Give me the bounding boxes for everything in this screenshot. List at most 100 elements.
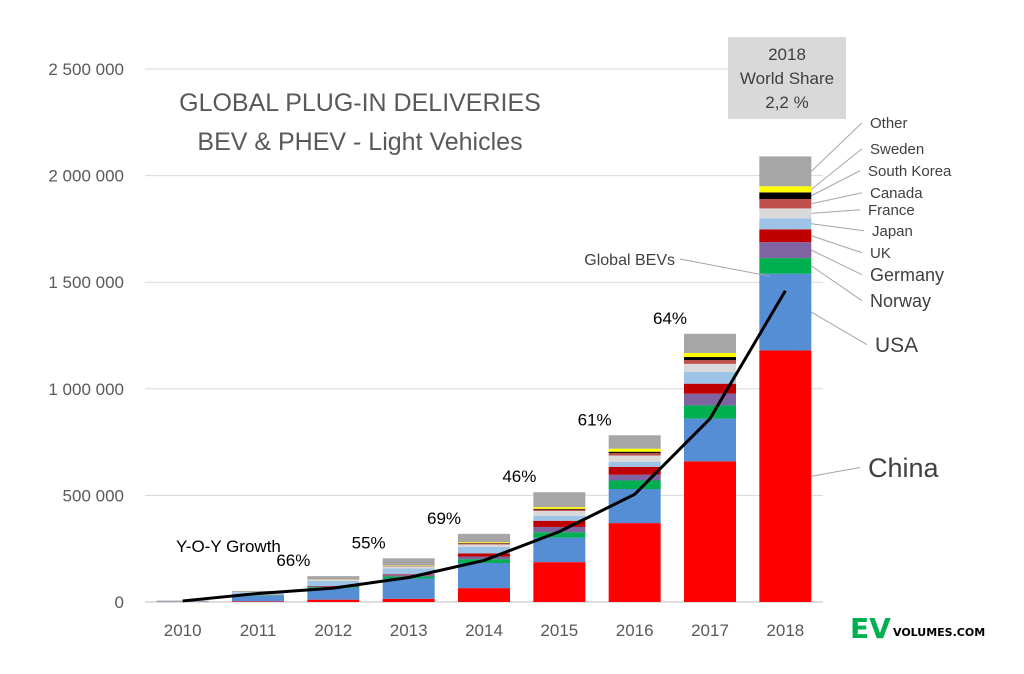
brand-logo: EV VOLUMES.COM (850, 612, 985, 645)
bar-norway-2017 (684, 405, 736, 419)
x-tick-label: 2014 (465, 621, 503, 640)
y-axis: 0 500 000 1 000 000 1 500 000 2 000 000 2 500… (48, 60, 124, 612)
bar-usa-2012 (307, 587, 360, 600)
bar-uk-2015 (533, 520, 586, 527)
bar-uk-2014 (458, 553, 510, 557)
bar-france-2015 (533, 510, 586, 516)
bar-china-2011 (232, 601, 284, 602)
y-tick-label: 500 000 (63, 486, 124, 505)
world-share-line-2: World Share (740, 69, 834, 88)
bar-stack-2015 (533, 492, 586, 602)
bar-south-korea-2018 (759, 192, 812, 200)
series-label-japan: Japan (872, 223, 913, 240)
global-bevs-line (182, 289, 787, 603)
series-label-south-korea: South Korea (868, 163, 952, 180)
bar-usa-2015 (533, 537, 586, 563)
growth-label-2017: 64% (653, 309, 687, 328)
bar-sweden-2017 (684, 352, 736, 358)
series-label-france: France (868, 202, 915, 219)
growth-label-2013: 55% (352, 533, 386, 552)
bar-usa-2017 (684, 418, 736, 462)
world-share-line-3: 2,2 % (765, 93, 808, 112)
bar-france-2016 (608, 455, 661, 462)
bar-other-2014 (458, 533, 510, 543)
bar-germany-2015 (533, 526, 586, 533)
bar-germany-2013 (382, 575, 435, 577)
leader-canada (811, 192, 863, 205)
bar-stack-2013 (382, 558, 435, 602)
x-tick-label: 2018 (766, 621, 804, 640)
y-tick-label: 0 (115, 593, 124, 612)
x-tick-label: 2017 (691, 621, 729, 640)
bar-canada-2015 (533, 509, 586, 511)
bar-stack-2016 (608, 435, 661, 602)
x-tick-label: 2013 (390, 621, 428, 640)
y-tick-label: 2 000 000 (48, 167, 124, 186)
x-tick-label: 2016 (616, 621, 654, 640)
chart-title-line-2: BEV & PHEV - Light Vehicles (197, 128, 522, 156)
bar-other-2013 (382, 558, 435, 566)
bar-china-2016 (608, 523, 661, 602)
y-tick-label: 2 500 000 (48, 60, 124, 79)
bar-uk-2017 (684, 383, 736, 394)
leader-germany (811, 249, 863, 276)
bar-stack-2018 (759, 156, 812, 602)
bar-france-2014 (458, 544, 510, 547)
global-bev-line-group: Global BEVs (182, 252, 787, 603)
series-label-usa: USA (875, 334, 918, 357)
leader-china (811, 467, 861, 477)
series-label-norway: Norway (870, 291, 931, 311)
growth-caption: Y-O-Y Growth (176, 537, 281, 556)
bar-china-2018 (759, 350, 812, 602)
x-axis: 2010 2011 2012 2013 2014 2015 2016 2017 2018 (164, 621, 804, 640)
bar-china-2013 (382, 598, 435, 602)
growth-label-2014: 69% (427, 509, 461, 528)
leader-south-korea (811, 170, 861, 197)
bar-china-2014 (458, 588, 510, 602)
brand-volumes: VOLUMES.COM (893, 626, 985, 639)
bar-norway-2018 (759, 258, 812, 274)
y-tick-label: 1 000 000 (48, 380, 124, 399)
world-share-box-background (728, 37, 846, 119)
bar-canada-2016 (608, 452, 661, 456)
bar-sweden-2018 (759, 186, 812, 193)
bar-other-2012 (307, 576, 360, 580)
series-label-canada: Canada (870, 185, 923, 202)
leader-usa (811, 311, 868, 346)
chart-title-line-1: GLOBAL PLUG-IN DELIVERIES (179, 89, 541, 117)
bar-canada-2017 (684, 360, 736, 364)
world-share-box: 2018 World Share 2,2 % (728, 37, 846, 119)
bar-south-korea-2016 (608, 451, 661, 453)
bar-japan-2016 (608, 461, 661, 467)
bar-germany-2014 (458, 556, 510, 560)
bar-canada-2014 (458, 543, 510, 545)
series-labels: China USA Norway Germany UK Japan FranceCanada… (810, 115, 952, 483)
bar-france-2012 (307, 579, 360, 581)
growth-label-2015: 46% (502, 467, 536, 486)
bar-japan-2013 (382, 568, 435, 575)
bar-south-korea-2017 (684, 357, 736, 361)
bar-sweden-2016 (608, 448, 661, 452)
bar-germany-2016 (608, 474, 661, 481)
bar-france-2018 (759, 208, 812, 219)
global-bevs-leader (679, 258, 771, 277)
bar-sweden-2014 (458, 542, 510, 544)
bar-norway-2015 (533, 532, 586, 538)
bar-sweden-2015 (533, 507, 586, 509)
bar-japan-2012 (307, 580, 360, 587)
bar-other-2016 (608, 435, 661, 449)
bar-other-2017 (684, 333, 736, 353)
x-tick-label: 2012 (314, 621, 352, 640)
series-label-sweden: Sweden (870, 141, 924, 158)
leader-norway (811, 265, 863, 302)
bar-other-2011 (232, 590, 284, 592)
bar-usa-2018 (759, 273, 812, 351)
bar-canada-2018 (759, 199, 812, 209)
leader-uk (811, 235, 863, 254)
growth-label-2016: 61% (578, 410, 612, 429)
bar-france-2013 (382, 566, 435, 569)
x-tick-label: 2015 (540, 621, 578, 640)
bar-uk-2013 (382, 574, 435, 576)
